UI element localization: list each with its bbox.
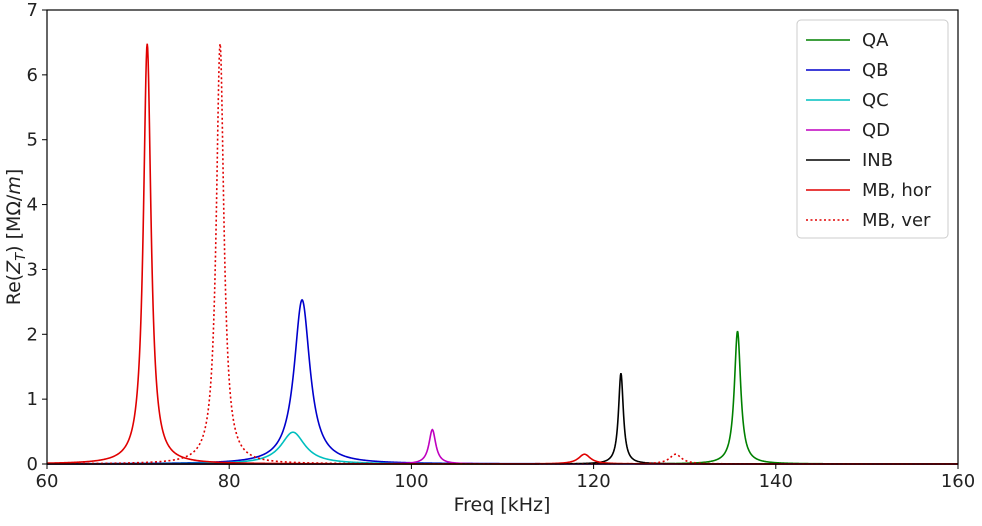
legend-label: INB (862, 150, 893, 171)
x-axis: 60 80 100 120 140 160 (36, 464, 975, 492)
x-axis-label: Freq [kHz] (454, 494, 551, 516)
y-tick-label: 0 (27, 454, 38, 475)
series-line-qc (47, 431, 958, 465)
legend-label: MB, hor (862, 180, 932, 201)
series-line-qd (47, 428, 958, 465)
legend-label: QD (862, 120, 890, 141)
x-tick-label: 120 (576, 471, 610, 492)
series-line-qa (47, 330, 958, 465)
legend: QA QB QC QD INB MB, hor MB, ver (796, 19, 949, 239)
y-tick-label: 7 (27, 0, 38, 21)
y-axis-label: Re(ZT) [MΩ/m] (3, 169, 29, 306)
x-tick-label: 100 (394, 471, 428, 492)
series-line-inb (47, 373, 958, 465)
y-axis: 0 1 2 3 4 5 6 7 (27, 0, 47, 475)
legend-label: QC (862, 90, 889, 111)
legend-label: MB, ver (862, 210, 931, 231)
x-tick-label: 160 (941, 471, 975, 492)
y-tick-label: 4 (27, 195, 38, 216)
series-line-qb (47, 298, 958, 465)
plot-frame (46, 9, 959, 465)
legend-box (796, 19, 949, 239)
y-tick-label: 1 (27, 389, 38, 410)
x-tick-label: 80 (218, 471, 241, 492)
y-tick-label: 5 (27, 130, 38, 151)
y-tick-label: 6 (27, 65, 38, 86)
y-tick-label: 3 (27, 259, 38, 280)
legend-label: QB (862, 60, 889, 81)
x-tick-label: 60 (36, 471, 59, 492)
legend-label: QA (862, 30, 889, 51)
x-tick-label: 140 (759, 471, 793, 492)
y-tick-label: 2 (27, 324, 38, 345)
